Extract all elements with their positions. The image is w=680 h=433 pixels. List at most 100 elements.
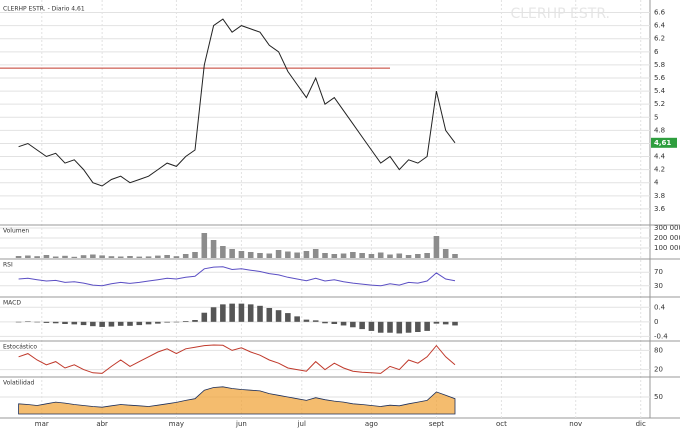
x-tick-label: nov (569, 420, 582, 428)
bar (247, 304, 254, 322)
bar (368, 254, 375, 258)
bar (34, 256, 40, 258)
bar (164, 321, 170, 323)
y-tick-label: 70 (654, 268, 663, 276)
bar (145, 256, 152, 258)
bar (229, 249, 235, 258)
bar (294, 316, 300, 322)
y-tick-label: 30 (654, 282, 663, 290)
bar (312, 320, 319, 322)
bar (285, 251, 291, 258)
y-tick-label: 100 000 (654, 244, 680, 252)
bar (452, 321, 458, 326)
y-tick-label: 4 (654, 179, 659, 187)
bar (275, 310, 282, 322)
bar (247, 252, 254, 258)
bar (275, 250, 282, 258)
bar (117, 256, 124, 258)
y-tick-label: -0.4 (654, 332, 668, 340)
bar (340, 253, 347, 258)
y-tick-label: 5.6 (654, 74, 666, 82)
y-tick-label: 80 (654, 346, 663, 354)
y-tick-label: 5.8 (654, 61, 665, 69)
bar (331, 321, 338, 324)
bar (117, 321, 124, 326)
bar (424, 321, 430, 331)
line (18, 344, 456, 374)
bar (415, 254, 421, 258)
y-tick-label: 5.4 (654, 87, 666, 95)
bar (452, 254, 458, 258)
panel-title: Volatilidad (3, 380, 34, 387)
bar (52, 321, 59, 324)
x-tick-label: jun (235, 420, 247, 428)
bar (396, 253, 403, 258)
bar (368, 321, 375, 331)
bar (294, 252, 300, 258)
y-tick-label: 4.8 (654, 126, 665, 134)
bar (312, 249, 319, 258)
bar (136, 321, 143, 326)
bar (220, 246, 226, 258)
bar (52, 256, 59, 258)
bar (80, 321, 87, 326)
x-tick-label: oct (496, 420, 507, 428)
bar (145, 321, 152, 325)
line (18, 18, 456, 187)
bar (71, 256, 78, 258)
panel-title: Volumen (3, 228, 29, 235)
bar (99, 321, 105, 327)
bar (396, 321, 403, 334)
bar (442, 249, 449, 258)
bar (322, 321, 328, 324)
bar (108, 256, 115, 258)
bar (80, 255, 87, 258)
x-tick-label: abr (96, 420, 108, 428)
y-tick-label: 50 (654, 393, 663, 401)
bar (405, 255, 412, 258)
y-tick-label: 300 000 (654, 224, 680, 232)
y-tick-label: 3.8 (654, 192, 665, 200)
bar (25, 321, 31, 322)
bar (71, 321, 78, 325)
bar (266, 308, 273, 322)
bar (15, 256, 22, 258)
x-tick-label: may (169, 420, 184, 428)
bar (238, 251, 245, 258)
y-tick-label: 4.2 (654, 166, 665, 174)
bar (155, 321, 161, 324)
panel-title: Estocástico (3, 344, 37, 351)
bar (415, 321, 421, 332)
bar (182, 321, 189, 322)
bar (173, 256, 180, 258)
panel-title: MACD (3, 300, 21, 307)
bar (424, 253, 430, 258)
y-tick-label: 6.6 (654, 9, 666, 17)
bar (257, 253, 263, 258)
line (18, 266, 456, 287)
bar (201, 233, 208, 258)
x-tick-label: dic (636, 420, 646, 428)
bar (285, 313, 291, 322)
bar (359, 321, 365, 330)
bar (257, 305, 263, 322)
y-tick-label: 6.2 (654, 35, 665, 43)
bar (359, 253, 365, 258)
bar (108, 321, 115, 327)
bar (340, 321, 347, 326)
bar (173, 321, 180, 323)
y-tick-label: 20 (654, 366, 663, 374)
bar (238, 303, 245, 322)
x-tick-label: mar (35, 420, 49, 428)
bar (62, 255, 68, 258)
y-tick-label: 200 000 (654, 234, 680, 242)
bar (405, 321, 412, 333)
bar (201, 312, 208, 322)
y-tick-label: 5.2 (654, 100, 665, 108)
y-tick-label: 3.6 (654, 205, 666, 213)
bar (220, 304, 226, 322)
area (18, 386, 456, 415)
y-tick-label: 5 (654, 113, 658, 121)
watermark: CLERHP ESTR. (510, 6, 610, 22)
